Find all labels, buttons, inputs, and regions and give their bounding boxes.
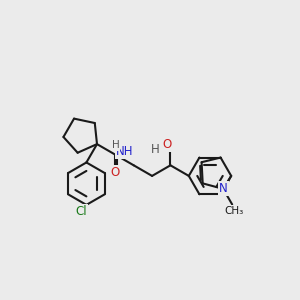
Text: H: H <box>112 140 120 150</box>
Text: O: O <box>163 138 172 151</box>
Text: Cl: Cl <box>75 205 87 218</box>
Text: N: N <box>219 182 228 195</box>
Text: CH₃: CH₃ <box>224 206 243 216</box>
Text: NH: NH <box>116 145 133 158</box>
Text: O: O <box>111 166 120 179</box>
Text: H: H <box>151 143 160 156</box>
